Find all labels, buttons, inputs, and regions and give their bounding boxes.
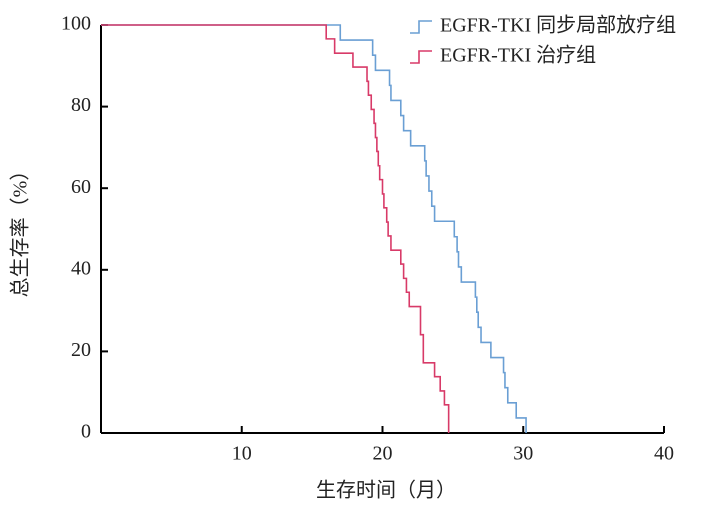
y-tick-label: 80	[71, 94, 91, 116]
x-tick-label: 30	[513, 443, 533, 465]
y-tick-label: 100	[61, 13, 91, 35]
y-tick-label: 0	[81, 421, 91, 443]
legend-label: EGFR-TKI 同步局部放疗组	[440, 14, 676, 37]
legend-swatch	[410, 20, 432, 34]
survival-curve	[101, 24, 450, 433]
x-tick-label: 10	[232, 443, 252, 465]
x-axis-label: 生存时间（月）	[316, 479, 456, 502]
legend-label: EGFR-TKI 治疗组	[440, 44, 596, 67]
x-tick-label: 20	[373, 443, 393, 465]
survival-curve	[101, 24, 527, 433]
y-tick-label: 60	[71, 176, 91, 198]
y-tick-label: 20	[71, 339, 91, 361]
legend-swatch	[410, 50, 432, 64]
y-axis-label: 总生存率（%）	[9, 161, 32, 298]
x-tick-label: 40	[654, 443, 674, 465]
y-tick-label: 40	[71, 257, 91, 279]
